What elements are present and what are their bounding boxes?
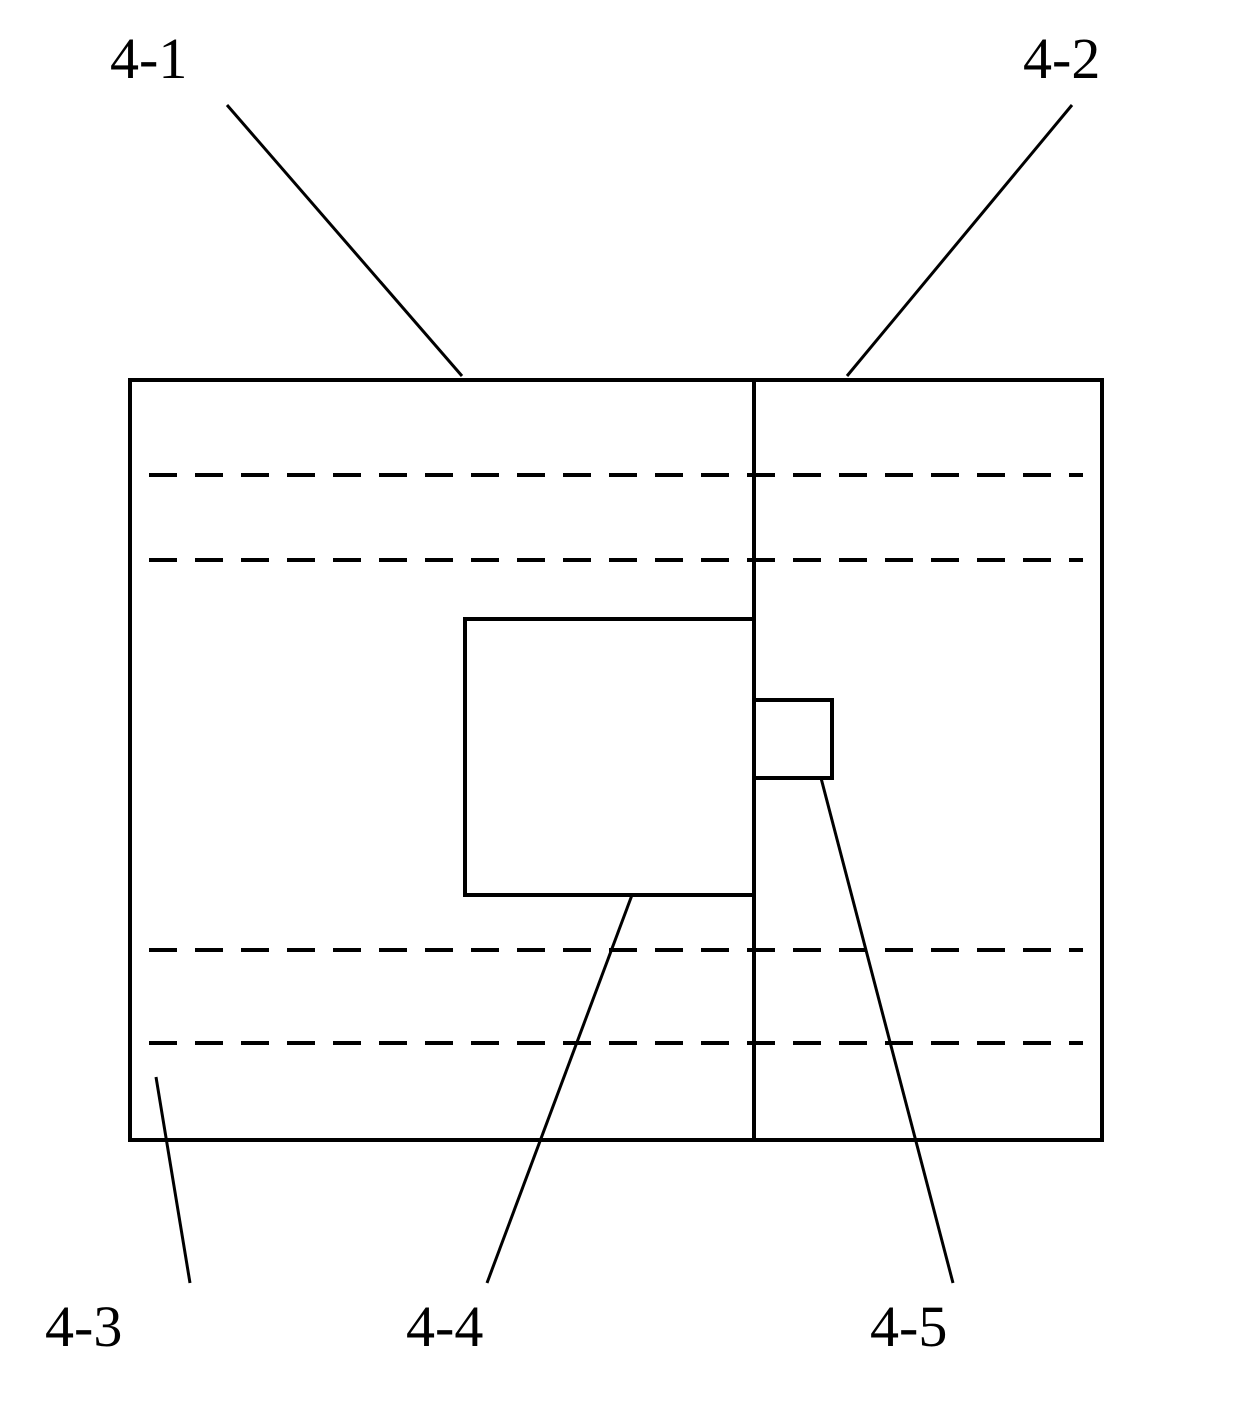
leader-line-4-5 (821, 778, 953, 1283)
diagram-svg (0, 0, 1240, 1408)
label-4-3: 4-3 (45, 1293, 122, 1360)
leader-line-4-3 (156, 1077, 190, 1283)
leader-line-4-4 (487, 895, 632, 1283)
label-4-5: 4-5 (870, 1293, 947, 1360)
inner-rect-small (754, 700, 832, 778)
label-4-4: 4-4 (406, 1293, 483, 1360)
inner-rect-large (465, 619, 754, 895)
label-4-1: 4-1 (110, 25, 187, 92)
outer-rect (130, 380, 1102, 1140)
leader-line-4-1 (227, 105, 462, 376)
label-4-2: 4-2 (1023, 25, 1100, 92)
leader-line-4-2 (847, 105, 1072, 376)
